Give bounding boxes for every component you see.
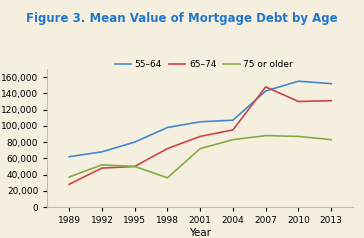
55–64 — [264, 89, 268, 92]
75 or older — [329, 138, 333, 141]
75 or older — [264, 134, 268, 137]
65–74 — [198, 135, 202, 138]
55–64 — [165, 126, 170, 129]
75 or older — [132, 165, 137, 168]
65–74 — [100, 167, 104, 169]
X-axis label: Year: Year — [189, 228, 211, 238]
75 or older — [165, 176, 170, 179]
65–74 — [165, 147, 170, 150]
75 or older — [100, 164, 104, 166]
55–64 — [296, 80, 301, 83]
Text: Figure 3. Mean Value of Mortgage Debt by Age: Figure 3. Mean Value of Mortgage Debt by… — [26, 12, 338, 25]
55–64 — [329, 82, 333, 85]
Legend: 55–64, 65–74, 75 or older: 55–64, 65–74, 75 or older — [111, 57, 297, 73]
65–74 — [296, 100, 301, 103]
55–64 — [231, 119, 235, 122]
75 or older — [198, 147, 202, 150]
55–64 — [198, 120, 202, 123]
55–64 — [67, 155, 71, 158]
55–64 — [132, 141, 137, 144]
75 or older — [67, 176, 71, 178]
55–64 — [100, 150, 104, 153]
65–74 — [67, 183, 71, 186]
65–74 — [264, 85, 268, 88]
65–74 — [329, 99, 333, 102]
Line: 75 or older: 75 or older — [69, 136, 331, 178]
75 or older — [296, 135, 301, 138]
Line: 65–74: 65–74 — [69, 87, 331, 184]
75 or older — [231, 138, 235, 141]
65–74 — [231, 129, 235, 131]
65–74 — [132, 165, 137, 168]
Line: 55–64: 55–64 — [69, 81, 331, 157]
